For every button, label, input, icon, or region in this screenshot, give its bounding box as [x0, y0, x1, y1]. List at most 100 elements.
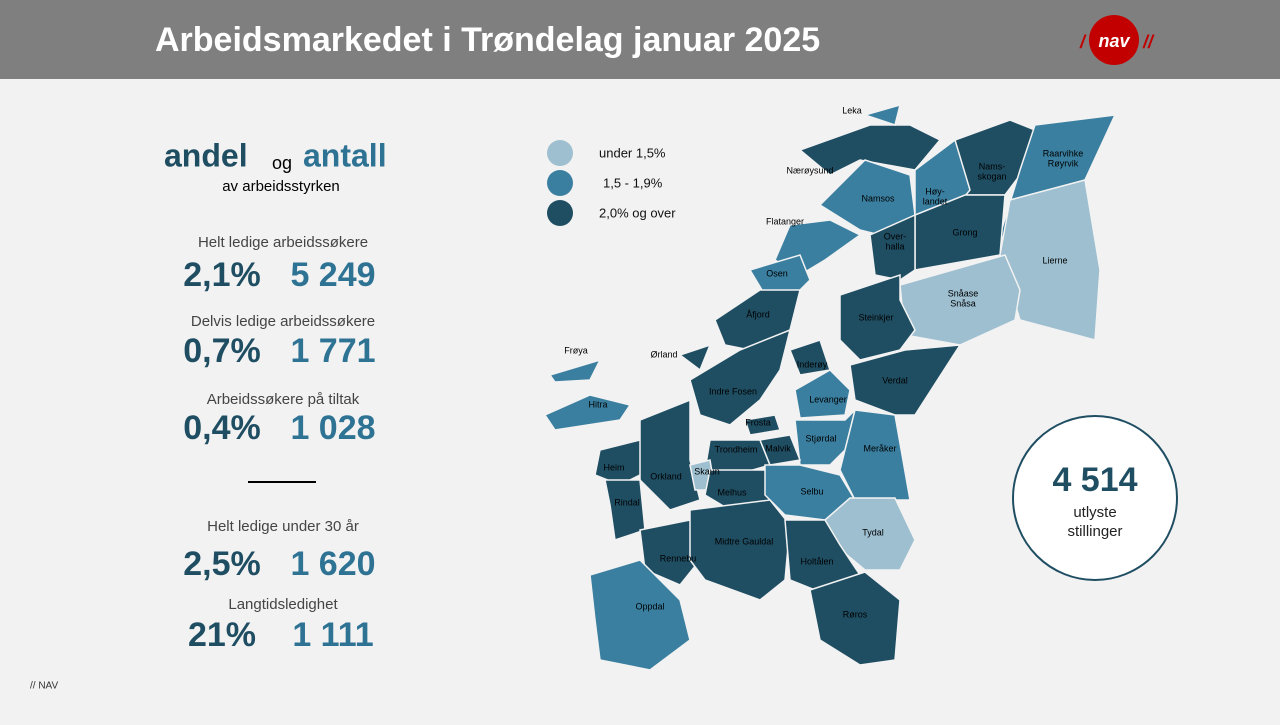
municipality-label: skogan [977, 171, 1006, 181]
legend-swatch [547, 200, 573, 226]
vacancy-text: utlyste [1073, 504, 1116, 521]
title-og: og [272, 153, 292, 173]
stat-label: Langtidsledighet [228, 596, 338, 613]
municipality-label: Trondheim [715, 444, 758, 454]
municipality-label: Tydal [862, 527, 884, 537]
stat-label: Delvis ledige arbeidssøkere [191, 313, 375, 330]
municipality-label: Stjørdal [805, 433, 836, 443]
municipality-label: Ørland [650, 349, 677, 359]
municipality-label: Midtre Gauldal [715, 536, 774, 546]
legend-swatch [547, 170, 573, 196]
municipality-label: Nams- [979, 161, 1006, 171]
municipality [594, 439, 651, 486]
stat-count: 1 111 [292, 616, 373, 654]
municipality [744, 414, 781, 436]
municipality [548, 358, 602, 383]
municipality-label: Frosta [745, 417, 771, 427]
municipality-label: Flatanger [766, 216, 804, 226]
vacancy-text: stillinger [1067, 523, 1122, 540]
stat-label: Helt ledige arbeidssøkere [198, 234, 368, 251]
municipality [758, 434, 802, 466]
municipality-label: Leka [842, 105, 862, 115]
municipality-label: Levanger [809, 394, 847, 404]
municipality [789, 339, 831, 376]
municipality-label: Høy- [925, 186, 945, 196]
municipality [639, 398, 701, 511]
municipality-label: Melhus [717, 487, 747, 497]
municipality-label: Meråker [863, 443, 896, 453]
svg-text:/: / [1079, 32, 1087, 52]
vacancy-circle [1012, 415, 1178, 581]
municipality-label: Malvik [765, 443, 791, 453]
logo-text: nav [1098, 31, 1130, 51]
legend-label: 1,5 - 1,9% [603, 175, 663, 190]
municipality [543, 394, 632, 431]
stat-percent: 2,1% [183, 256, 261, 294]
legend-label: under 1,5% [599, 145, 666, 160]
legend-label: 2,0% og over [599, 205, 676, 220]
municipality-label: Over- [884, 231, 907, 241]
municipality [798, 124, 942, 176]
municipality-label: Skaun [694, 466, 720, 476]
municipality-label: Snåsa [950, 298, 976, 308]
municipality [862, 103, 902, 126]
title-andel: andel [164, 137, 248, 173]
municipality [678, 343, 712, 372]
municipality-label: Inderøy [797, 359, 828, 369]
logo: / // nav [1079, 15, 1155, 65]
municipality [839, 273, 916, 361]
municipality-label: Heim [603, 462, 624, 472]
municipality-label: Oppdal [635, 601, 664, 611]
municipality [849, 344, 962, 416]
stat-label: Arbeidssøkere på tiltak [207, 391, 360, 408]
footer: // NAV [30, 681, 58, 692]
stat-percent: 2,5% [183, 545, 261, 583]
title-antall: antall [303, 137, 387, 173]
municipality-label: halla [885, 241, 904, 251]
header-bar [0, 0, 1280, 79]
municipality-label: Nærøysund [786, 165, 833, 175]
municipality-label: Hitra [588, 399, 607, 409]
municipality-label: Steinkjer [858, 312, 893, 322]
stat-percent: 0,7% [183, 332, 261, 370]
municipality [689, 499, 791, 601]
stat-count: 5 249 [290, 256, 375, 294]
municipality [689, 328, 792, 426]
subtitle: av arbeidsstyrken [222, 178, 340, 195]
municipality-label: Snåase [948, 288, 979, 298]
vacancy-count: 4 514 [1052, 461, 1137, 499]
header-title: Arbeidsmarkedet i Trøndelag januar 2025 [155, 21, 820, 59]
municipality-label: Åfjord [746, 309, 770, 319]
stat-count: 1 771 [290, 332, 375, 370]
municipality-label: Raarvihke [1043, 148, 1084, 158]
municipality-label: Rennebu [660, 553, 697, 563]
municipality-label: Namsos [861, 193, 895, 203]
municipality [604, 479, 646, 541]
municipality [869, 213, 916, 281]
municipality [999, 179, 1101, 341]
stat-percent: 21% [188, 616, 256, 654]
municipality-label: Osen [766, 268, 788, 278]
municipality-label: Holtålen [800, 556, 833, 566]
municipality [794, 369, 851, 419]
stat-count: 1 620 [290, 545, 375, 583]
municipality-label: Selbu [800, 486, 823, 496]
map: Leka Nærøysund Flatanger Namsos Nams-skogan R… [543, 103, 1117, 671]
municipality-label: Frøya [564, 345, 588, 355]
svg-text://: // [1142, 32, 1155, 52]
stat-label: Helt ledige under 30 år [207, 518, 359, 535]
municipality-label: Verdal [882, 375, 908, 385]
municipality-label: Rindal [614, 497, 640, 507]
municipality-label: Lierne [1042, 255, 1067, 265]
legend-swatch [547, 140, 573, 166]
municipality [809, 571, 901, 666]
municipality [589, 559, 691, 671]
stat-count: 1 028 [290, 409, 375, 447]
municipality-label: Grong [952, 227, 977, 237]
municipality-label: Orkland [650, 471, 682, 481]
municipality-label: landet [923, 196, 948, 206]
municipality-label: Indre Fosen [709, 386, 757, 396]
municipality-label: Røyrvik [1048, 158, 1079, 168]
